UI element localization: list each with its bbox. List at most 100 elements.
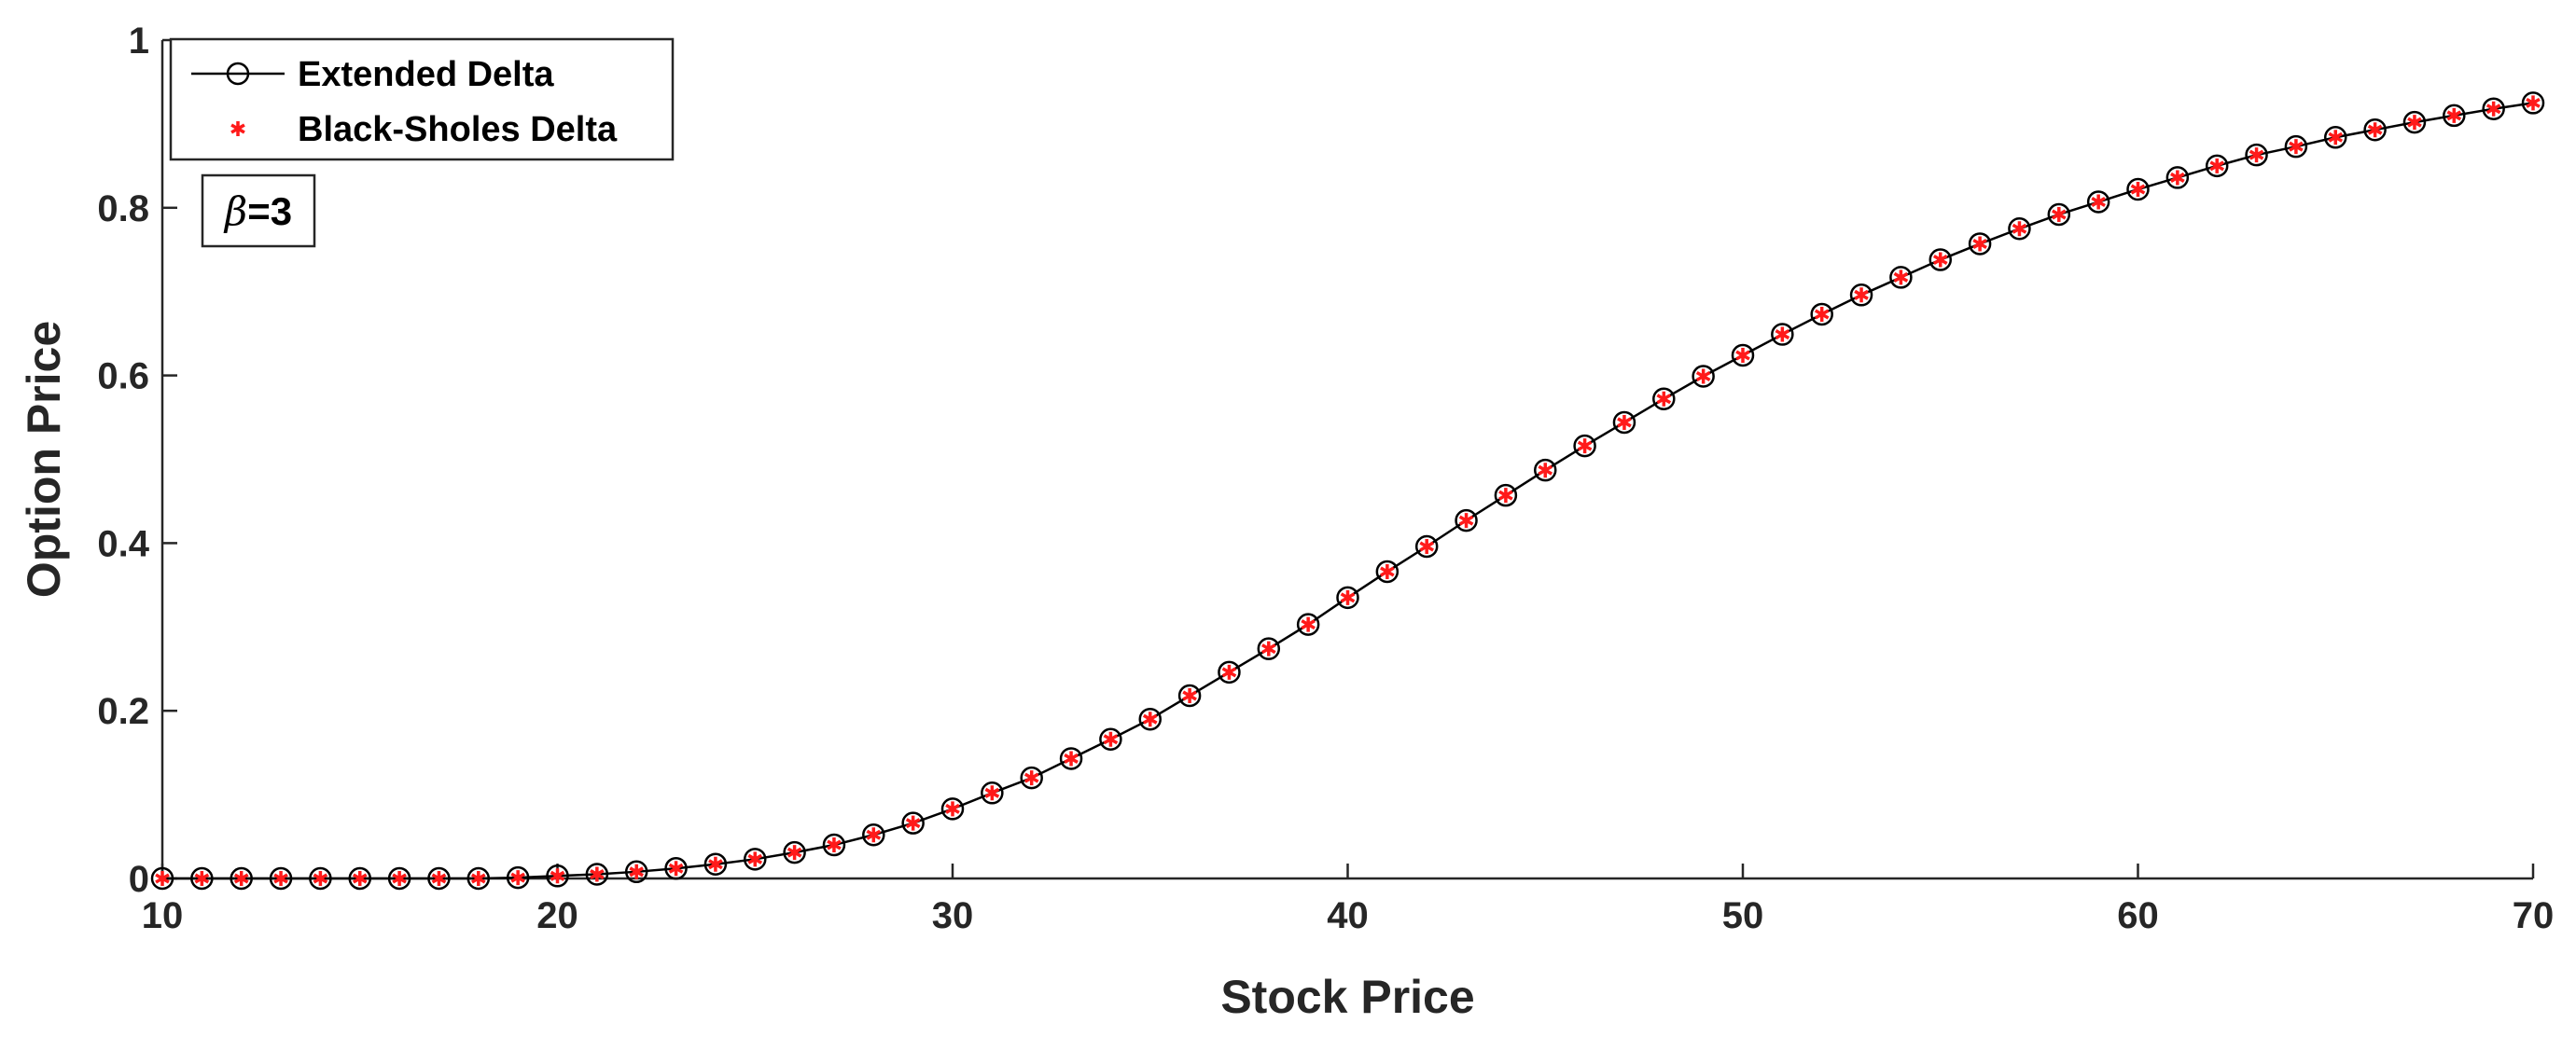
asterisk-marker [1538,463,1553,478]
x-tick-label: 10 [142,895,184,936]
asterisk-marker [668,861,684,877]
asterisk-marker [470,871,486,886]
circle-marker [2363,118,2387,142]
asterisk-marker [1142,712,1158,727]
asterisk-marker [550,868,565,884]
circle-marker [506,865,530,890]
asterisk-marker [2051,206,2067,222]
circle-marker [2521,91,2545,115]
asterisk-marker [1814,306,1830,322]
series-line [162,102,2534,880]
circle-marker [427,866,451,891]
asterisk-marker [2091,194,2106,210]
x-tick-label: 60 [2117,895,2159,936]
circle-marker [901,811,925,835]
asterisk-marker [1380,563,1395,579]
circle-marker [2402,110,2427,134]
asterisk-marker [194,871,210,886]
beta-symbol: β [223,188,247,234]
asterisk-marker [2209,158,2225,173]
axes: 10 20 30 40 50 60 70 0 0.2 0.4 0.6 0.8 1 [97,21,2554,936]
asterisk-marker [1577,438,1593,454]
circle-marker [387,866,411,891]
y-tick-label: 0 [129,859,149,900]
asterisk-marker [1854,287,1869,303]
circle-marker [190,866,214,891]
y-tick-label: 0.8 [97,188,149,229]
circle-marker [309,866,332,891]
circle-marker [269,866,293,891]
annotation-box [201,173,316,248]
circle-marker [2047,202,2071,227]
asterisk-marker [431,871,447,886]
legend-label: Black-Sholes Delta [298,110,618,149]
circle-marker [1731,343,1755,367]
asterisk-marker [1498,488,1513,504]
circle-marker [1494,483,1518,507]
asterisk-marker [1695,368,1711,384]
circle-marker [862,823,885,847]
y-tick-label: 1 [129,21,149,62]
beta-annotation: β=3 [201,173,316,248]
asterisk-marker [155,871,170,886]
circle-marker [624,860,648,884]
circle-marker [1534,458,1557,482]
asterisk-marker [1932,252,1948,268]
y-tick-label: 0.6 [97,356,149,397]
circle-marker [1612,410,1636,435]
x-axis-title: Stock Price [1220,971,1474,1023]
asterisk-marker [2289,139,2304,155]
circle-marker [664,856,688,880]
asterisk-marker [1419,539,1435,554]
circle-marker [585,863,609,886]
legend-box [169,37,675,161]
circle-marker [2284,134,2308,159]
circle-marker [1929,248,1952,271]
x-tick-label: 30 [932,895,974,936]
asterisk-marker [1617,414,1632,430]
legend-asterisk-marker [230,121,245,136]
legend-label: Extended Delta [298,55,554,94]
circle-marker [1257,637,1281,660]
circle-marker [2086,190,2110,214]
series-black-sholes-delta [155,95,2541,886]
asterisk-marker [2526,95,2541,111]
asterisk-marker [1893,270,1909,285]
circle-marker [1652,387,1676,411]
asterisk-marker [1103,731,1119,747]
circle-marker [1020,766,1043,790]
asterisk-marker [2367,122,2383,138]
asterisk-marker [827,837,842,853]
asterisk-marker [1221,664,1237,680]
asterisk-marker [1064,751,1079,767]
asterisk-marker [866,827,882,843]
asterisk-marker [787,845,802,861]
asterisk-marker [2130,182,2146,198]
asterisk-marker [2012,221,2027,237]
series-extended-delta [150,91,2545,891]
asterisk-marker [1656,391,1672,407]
circle-marker [1059,747,1083,770]
asterisk-marker [233,871,249,886]
circle-marker [1218,660,1241,684]
circle-marker [744,848,767,871]
circle-marker [1336,586,1359,610]
asterisk-marker [1458,513,1474,529]
circle-marker [466,866,491,891]
asterisk-marker [2446,107,2462,123]
asterisk-marker [313,871,328,886]
x-tick-label: 50 [1722,895,1764,936]
series-layer [150,91,2545,891]
asterisk-marker [510,870,525,886]
y-tick-label: 0.4 [97,523,149,564]
circle-marker [703,852,728,876]
circle-marker [1455,508,1478,532]
asterisk-marker [1301,616,1316,632]
circle-marker [2324,126,2347,149]
x-tick-label: 70 [2513,895,2555,936]
asterisk-marker [2328,130,2344,145]
x-tick-label: 40 [1327,895,1369,936]
asterisk-marker [2407,115,2422,131]
asterisk-marker [1023,770,1039,786]
